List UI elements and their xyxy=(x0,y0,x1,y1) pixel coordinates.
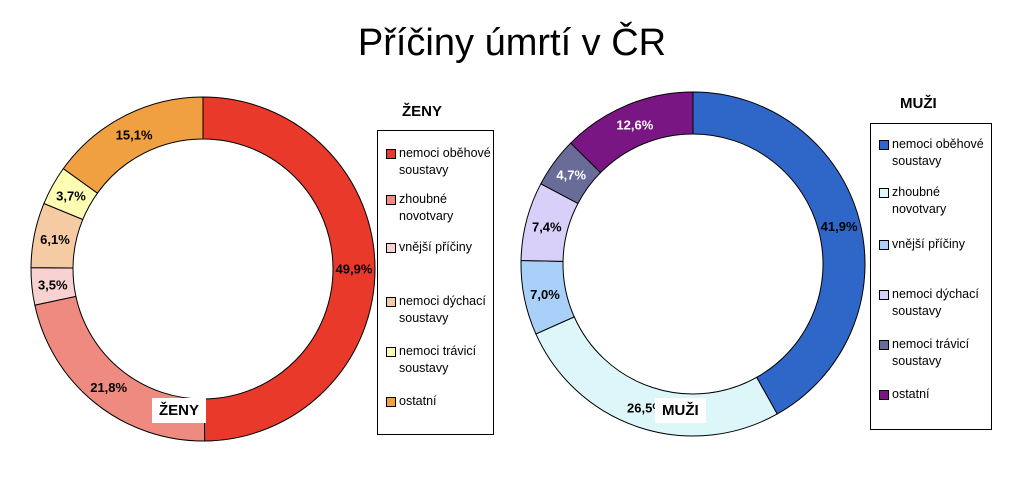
legend-item-men-2: vnější příčiny xyxy=(879,236,987,253)
legend-swatch xyxy=(879,240,889,250)
legend-swatch xyxy=(879,140,889,150)
legend-swatch xyxy=(879,390,889,400)
slice-label-women-1: 21,8% xyxy=(90,380,127,395)
legend-label: vnější příčiny xyxy=(399,240,472,254)
legend-swatch xyxy=(386,149,396,159)
center-label-women: ŽENY xyxy=(152,398,207,423)
donut-slice-men-5 xyxy=(570,91,694,174)
slice-label-women-0: 49,9% xyxy=(336,261,373,276)
donut-slice-men-0 xyxy=(692,91,866,415)
legend-item-women-5: ostatní xyxy=(386,393,494,410)
legend-item-women-3: nemoci dýchací soustavy xyxy=(386,293,494,327)
legend-item-women-4: nemoci trávicí soustavy xyxy=(386,343,494,377)
legend-swatch xyxy=(386,397,396,407)
legend-label: nemoci dýchací soustavy xyxy=(892,287,979,318)
legend-label: zhoubné novotvary xyxy=(399,192,454,223)
slice-label-men-4: 4,7% xyxy=(556,168,586,183)
legend-swatch xyxy=(386,195,396,205)
legend-label: vnější příčiny xyxy=(892,237,965,251)
legend-swatch xyxy=(386,297,396,307)
legend-swatch xyxy=(386,347,396,357)
slice-label-men-0: 41,9% xyxy=(821,219,858,234)
legend-title-men: MUŽI xyxy=(900,95,937,112)
legend-label: nemoci dýchací soustavy xyxy=(399,294,486,325)
slice-label-men-2: 7,0% xyxy=(530,287,560,302)
legend-women: nemoci oběhové soustavy zhoubné novotvary… xyxy=(377,130,494,435)
legend-label: nemoci oběhové soustavy xyxy=(892,137,984,168)
donut-slice-women-5 xyxy=(62,96,204,194)
legend-men: nemoci oběhové soustavy zhoubné novotvary… xyxy=(870,123,992,430)
slice-label-men-5: 12,6% xyxy=(616,118,653,133)
legend-label: nemoci trávicí soustavy xyxy=(892,337,970,368)
legend-title-women: ŽENY xyxy=(402,103,443,120)
slice-label-men-3: 7,4% xyxy=(532,219,562,234)
legend-swatch xyxy=(879,340,889,350)
slice-label-women-5: 15,1% xyxy=(116,128,153,143)
legend-item-men-3: nemoci dýchací soustavy xyxy=(879,286,987,320)
slice-label-women-4: 3,7% xyxy=(56,189,86,204)
legend-item-men-1: zhoubné novotvary xyxy=(879,184,987,218)
chart-title: Příčiny úmrtí v ČR xyxy=(357,22,667,64)
legend-item-men-4: nemoci trávicí soustavy xyxy=(879,336,987,370)
legend-item-men-5: ostatní xyxy=(879,386,987,403)
center-label-men: MUŽI xyxy=(655,398,706,423)
legend-label: ostatní xyxy=(399,394,437,408)
slice-label-women-3: 6,1% xyxy=(40,232,70,247)
legend-item-men-0: nemoci oběhové soustavy xyxy=(879,136,987,170)
legend-label: nemoci trávicí soustavy xyxy=(399,344,477,375)
legend-swatch xyxy=(386,243,396,253)
legend-swatch xyxy=(879,290,889,300)
legend-item-women-1: zhoubné novotvary xyxy=(386,191,494,225)
legend-label: ostatní xyxy=(892,387,930,401)
legend-label: zhoubné novotvary xyxy=(892,185,947,216)
legend-swatch xyxy=(879,188,889,198)
donut-slice-women-0 xyxy=(202,96,376,442)
legend-item-women-2: vnější příčiny xyxy=(386,239,494,256)
slice-label-women-2: 3,5% xyxy=(38,277,68,292)
legend-label: nemoci oběhové soustavy xyxy=(399,146,491,177)
legend-item-women-0: nemoci oběhové soustavy xyxy=(386,145,494,179)
